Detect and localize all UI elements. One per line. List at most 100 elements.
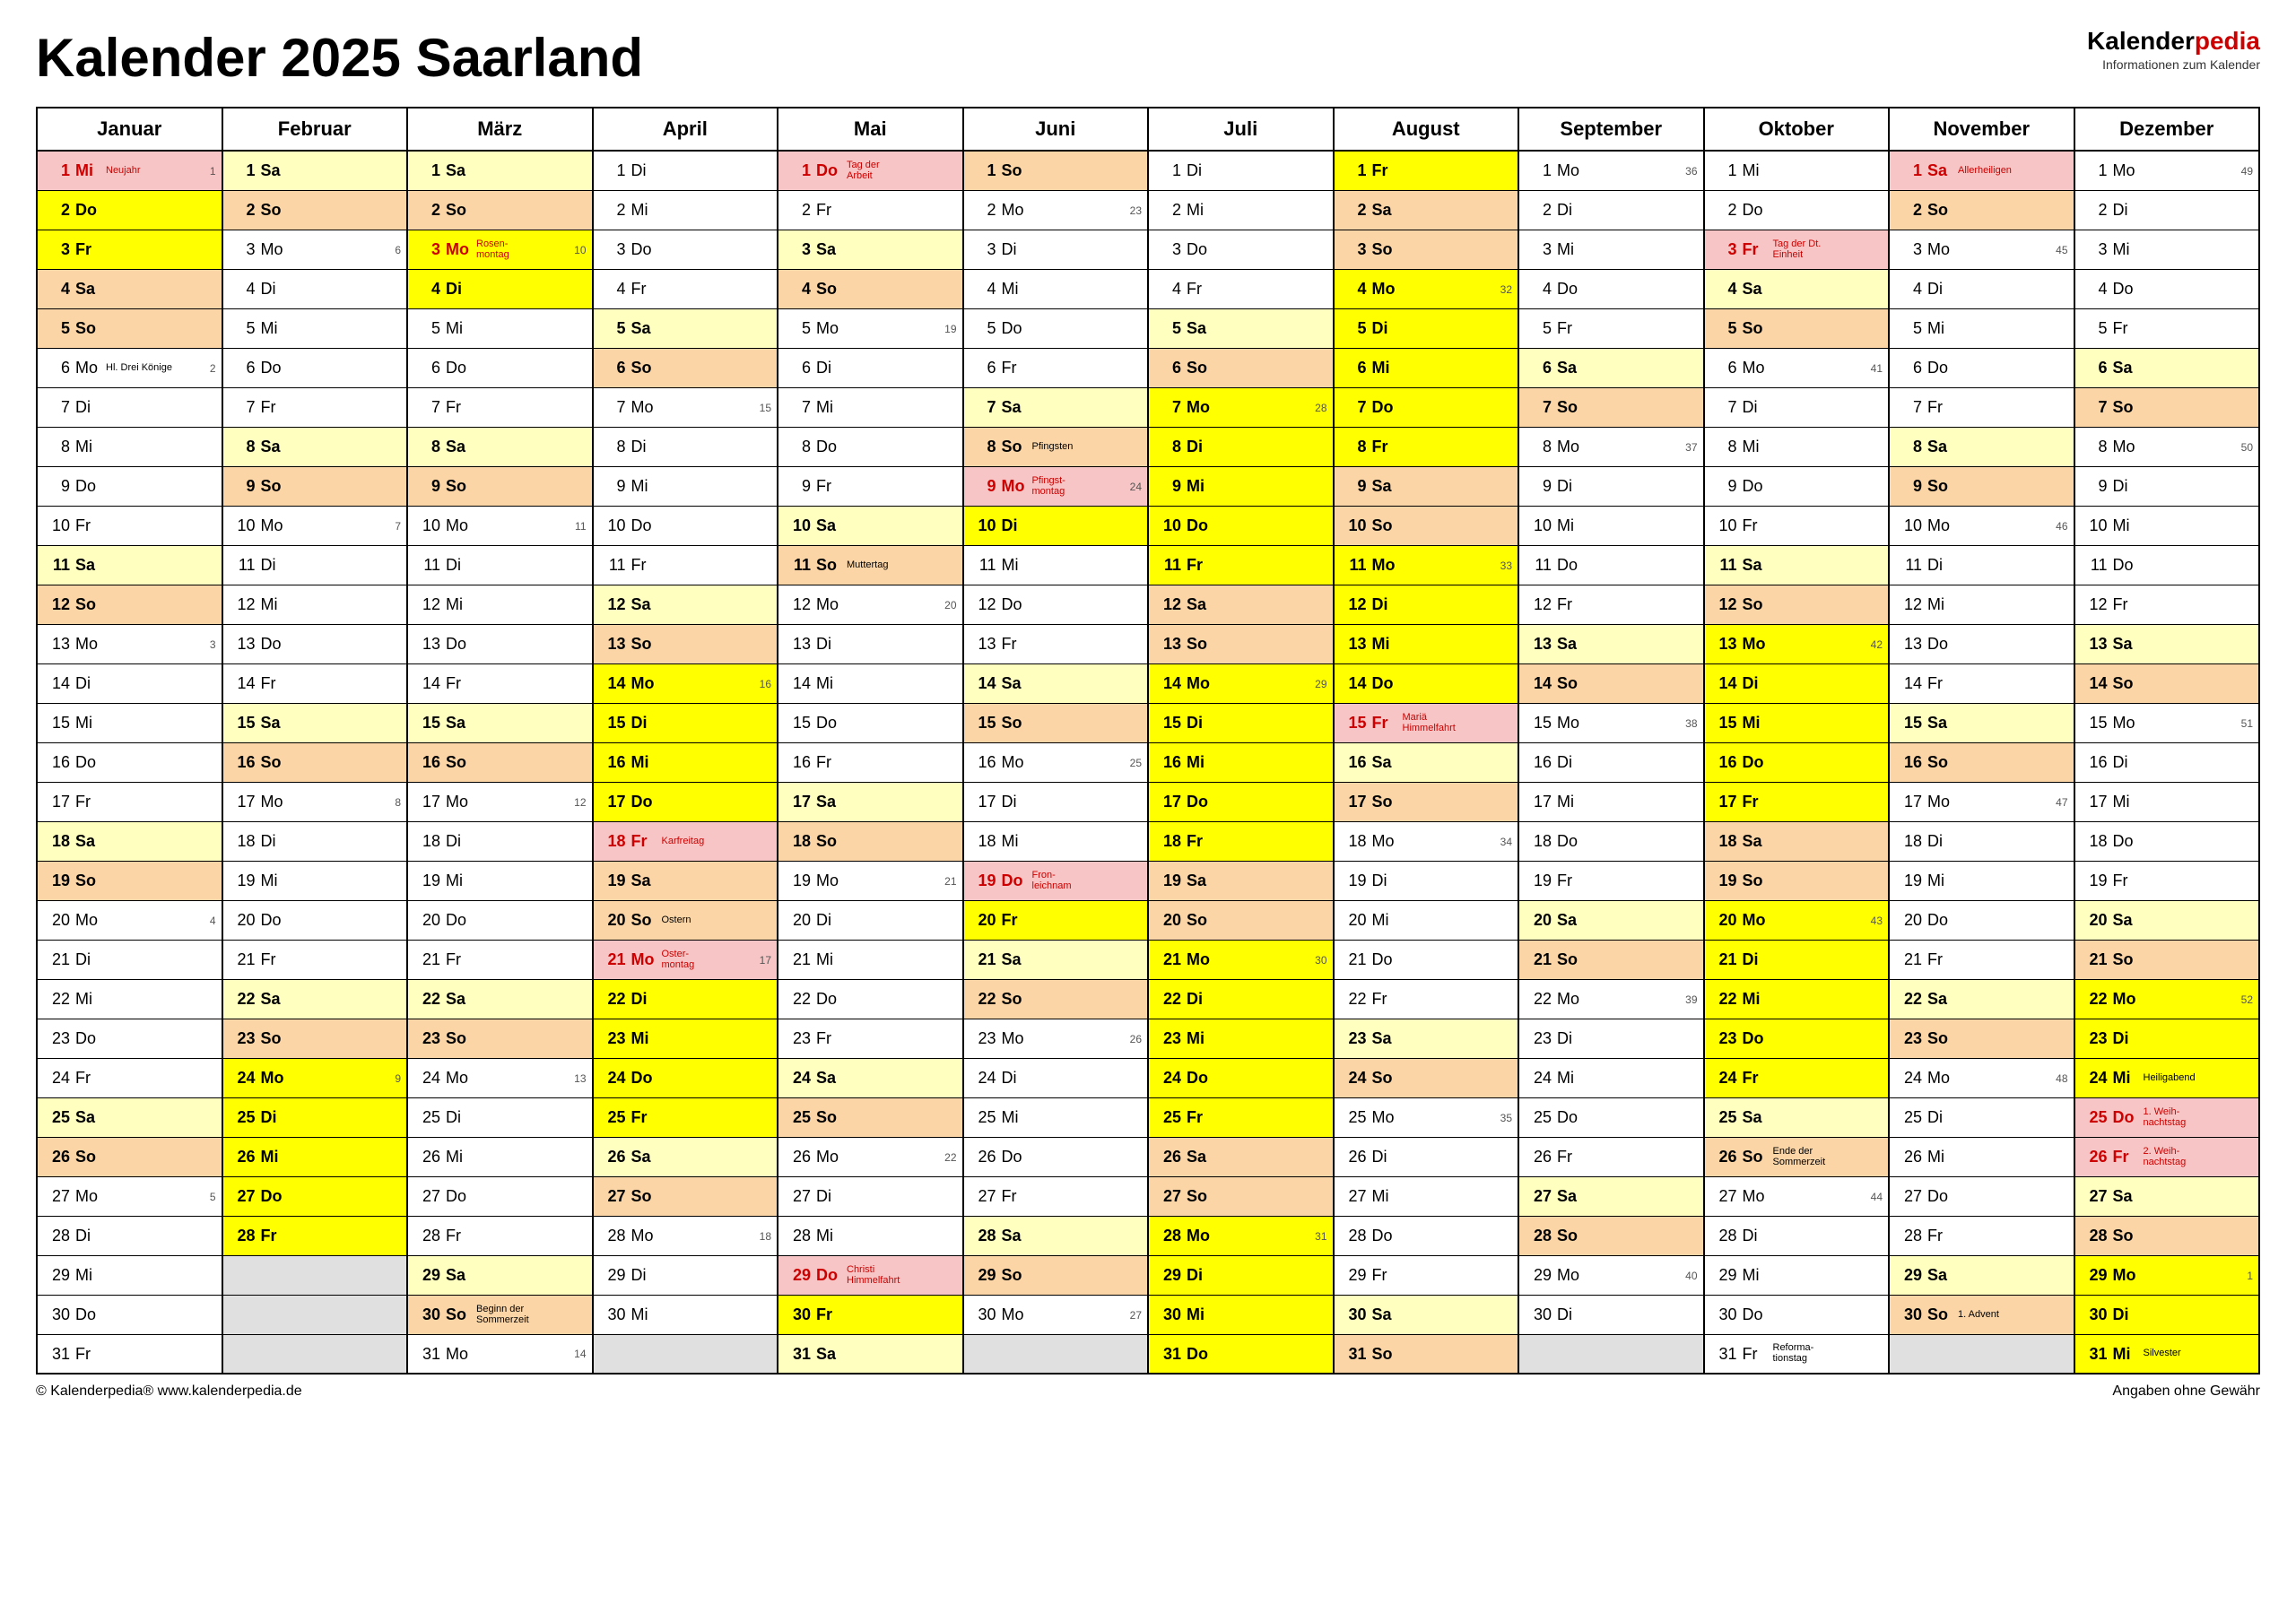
day-weekday: Mi bbox=[1372, 911, 1399, 930]
week-number: 27 bbox=[1126, 1309, 1142, 1322]
day-cell: 7Do bbox=[1335, 388, 1520, 428]
day-cell: 25So bbox=[778, 1098, 964, 1138]
day-cell: 14Fr bbox=[1890, 664, 2075, 704]
day-weekday: So bbox=[1743, 319, 1770, 338]
day-cell: 15Sa bbox=[223, 704, 409, 743]
day-weekday: Do bbox=[1187, 1345, 1213, 1364]
day-number: 30 bbox=[45, 1305, 70, 1324]
day-cell: 30Do bbox=[38, 1296, 223, 1335]
day-number: 29 bbox=[971, 1266, 996, 1285]
day-weekday: Di bbox=[446, 556, 473, 575]
day-cell: 10Mi bbox=[2075, 507, 2261, 546]
day-number: 18 bbox=[1342, 832, 1367, 851]
day-number: 23 bbox=[1897, 1029, 1922, 1048]
day-number: 1 bbox=[1897, 161, 1922, 180]
day-cell: 5So bbox=[38, 309, 223, 349]
day-weekday: Sa bbox=[446, 990, 473, 1009]
week-number: 14 bbox=[570, 1348, 586, 1360]
month-header: Mai bbox=[778, 108, 964, 152]
day-number: 28 bbox=[230, 1227, 256, 1245]
day-weekday: So bbox=[631, 1187, 658, 1206]
week-number: 7 bbox=[391, 520, 401, 533]
day-weekday: Sa bbox=[631, 595, 658, 614]
day-weekday: So bbox=[1927, 753, 1954, 772]
day-weekday: Mi bbox=[75, 438, 102, 456]
day-weekday: Mo bbox=[1372, 832, 1399, 851]
day-cell: 6Do bbox=[1890, 349, 2075, 388]
day-number: 26 bbox=[1156, 1148, 1181, 1166]
day-weekday: So bbox=[1002, 161, 1029, 180]
day-cell: 11Mo33 bbox=[1335, 546, 1520, 585]
day-cell: 23Mi bbox=[1149, 1019, 1335, 1059]
day-number: 20 bbox=[1526, 911, 1552, 930]
day-weekday: Sa bbox=[1927, 161, 1954, 180]
day-cell: 20Fr bbox=[964, 901, 1150, 941]
day-weekday: So bbox=[1743, 872, 1770, 890]
day-weekday: Do bbox=[631, 793, 658, 811]
day-weekday: So bbox=[446, 753, 473, 772]
day-weekday: Di bbox=[2113, 477, 2140, 496]
day-cell: 22So bbox=[964, 980, 1150, 1019]
day-cell: 3Di bbox=[964, 230, 1150, 270]
day-number: 19 bbox=[2083, 872, 2108, 890]
day-number: 24 bbox=[415, 1069, 440, 1088]
day-number: 2 bbox=[45, 201, 70, 220]
day-cell: 4Fr bbox=[594, 270, 779, 309]
day-cell: 19Sa bbox=[594, 862, 779, 901]
week-number: 39 bbox=[1682, 993, 1697, 1006]
day-weekday: Sa bbox=[1557, 635, 1584, 654]
day-cell: 18Di bbox=[408, 822, 594, 862]
day-note: 1. Advent bbox=[1958, 1310, 2068, 1321]
day-weekday: Mo bbox=[816, 872, 843, 890]
day-cell: 30Di bbox=[2075, 1296, 2261, 1335]
day-cell: 30So1. Advent bbox=[1890, 1296, 2075, 1335]
day-weekday: Fr bbox=[1743, 1345, 1770, 1364]
week-number: 41 bbox=[1867, 362, 1883, 375]
day-weekday: So bbox=[1187, 635, 1213, 654]
week-number: 1 bbox=[206, 165, 216, 178]
day-weekday: Mo bbox=[816, 319, 843, 338]
day-number: 10 bbox=[601, 516, 626, 535]
day-cell: 28Do bbox=[1335, 1217, 1520, 1256]
week-number: 44 bbox=[1867, 1191, 1883, 1203]
day-weekday: Mi bbox=[2113, 1069, 2140, 1088]
day-number: 1 bbox=[601, 161, 626, 180]
week-number: 32 bbox=[1497, 283, 1512, 296]
day-number: 8 bbox=[971, 438, 996, 456]
day-number: 28 bbox=[1897, 1227, 1922, 1245]
day-cell: 30Sa bbox=[1335, 1296, 1520, 1335]
day-cell: 19DoFron-leichnam bbox=[964, 862, 1150, 901]
day-weekday: Fr bbox=[1187, 556, 1213, 575]
day-cell: 8Mo50 bbox=[2075, 428, 2261, 467]
day-cell bbox=[964, 1335, 1150, 1375]
day-weekday: Mo bbox=[1743, 1187, 1770, 1206]
day-weekday: Di bbox=[1927, 1108, 1954, 1127]
day-cell: 20Do bbox=[1890, 901, 2075, 941]
day-weekday: Do bbox=[1187, 240, 1213, 259]
day-cell: 12Mi bbox=[223, 585, 409, 625]
day-number: 26 bbox=[786, 1148, 811, 1166]
day-cell: 8Mo37 bbox=[1519, 428, 1705, 467]
week-number: 23 bbox=[1126, 204, 1142, 217]
day-weekday: Sa bbox=[1557, 359, 1584, 377]
day-number: 3 bbox=[1342, 240, 1367, 259]
day-number: 27 bbox=[230, 1187, 256, 1206]
day-weekday: So bbox=[816, 832, 843, 851]
day-cell: 5Mo19 bbox=[778, 309, 964, 349]
day-weekday: Di bbox=[1927, 832, 1954, 851]
day-cell: 9Sa bbox=[1335, 467, 1520, 507]
day-weekday: So bbox=[75, 1148, 102, 1166]
day-number: 14 bbox=[415, 674, 440, 693]
day-weekday: So bbox=[75, 595, 102, 614]
day-number: 25 bbox=[601, 1108, 626, 1127]
day-cell: 11Fr bbox=[594, 546, 779, 585]
day-cell: 9So bbox=[408, 467, 594, 507]
day-weekday: Sa bbox=[631, 1148, 658, 1166]
day-cell: 27Sa bbox=[2075, 1177, 2261, 1217]
day-number: 10 bbox=[45, 516, 70, 535]
day-weekday: Di bbox=[816, 1187, 843, 1206]
day-number: 22 bbox=[786, 990, 811, 1009]
day-weekday: Sa bbox=[1187, 1148, 1213, 1166]
day-number: 13 bbox=[971, 635, 996, 654]
day-cell: 17Mo8 bbox=[223, 783, 409, 822]
